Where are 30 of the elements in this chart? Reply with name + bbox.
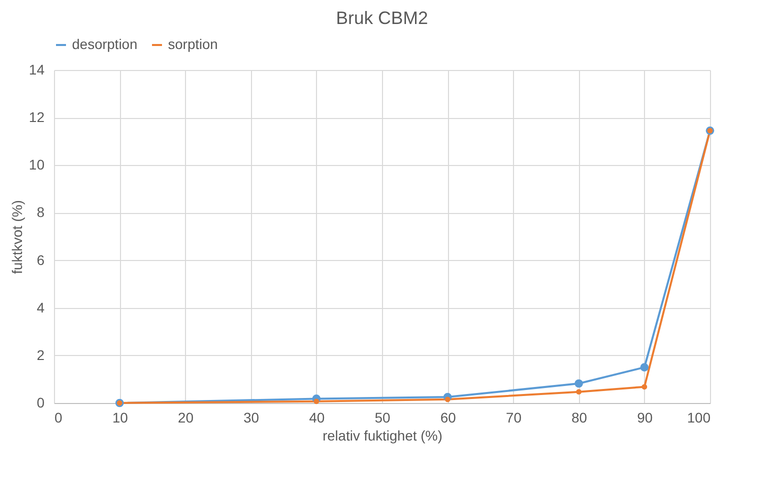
point (574, 379, 583, 388)
x-axis-title: relativ fuktighet (%) (322, 428, 442, 444)
x-tick-label: 10 (112, 410, 128, 426)
x-tick-label: 30 (244, 410, 260, 426)
chart-title: Bruk CBM2 (336, 8, 428, 28)
x-tick-label: 0 (54, 410, 62, 426)
y-tick-label: 4 (36, 299, 45, 316)
point (640, 363, 649, 372)
x-tick-label: 80 (572, 410, 588, 426)
x-tick-label: 100 (687, 410, 711, 426)
point (444, 396, 450, 402)
legend-label: desorption (72, 36, 138, 52)
x-tick-label: 70 (506, 410, 522, 426)
y-tick-label: 10 (28, 156, 45, 173)
x-tick-label: 50 (374, 410, 390, 426)
x-tick-label: 40 (309, 410, 325, 426)
y-tick-label: 14 (28, 62, 45, 78)
y-tick-label: 8 (36, 204, 45, 220)
y-tick-label: 12 (28, 109, 45, 126)
x-tick-label: 90 (637, 410, 653, 426)
point (642, 384, 648, 390)
y-tick-label: 0 (36, 394, 45, 410)
point (314, 398, 320, 404)
point (576, 389, 582, 395)
y-tick-label: 6 (36, 252, 45, 268)
y-axis-title: fuktkvot (%) (8, 200, 25, 274)
x-tick-label: 20 (178, 410, 194, 426)
y-tick-label: 2 (36, 346, 45, 363)
legend-label: sorption (168, 36, 218, 52)
x-tick-label: 60 (440, 410, 456, 426)
